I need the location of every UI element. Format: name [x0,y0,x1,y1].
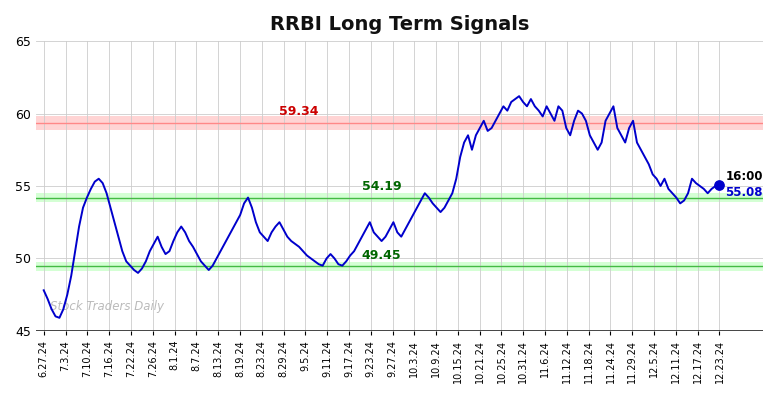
Bar [36,116,763,131]
Text: 55.08: 55.08 [725,186,763,199]
Text: 59.34: 59.34 [279,105,319,118]
Text: 49.45: 49.45 [361,249,401,262]
Title: RRBI Long Term Signals: RRBI Long Term Signals [270,15,529,34]
Text: 54.19: 54.19 [361,180,401,193]
Point [713,181,726,188]
Bar [36,193,763,202]
Text: Stock Traders Daily: Stock Traders Daily [50,300,165,314]
Text: 16:00: 16:00 [725,170,763,183]
Bar [36,262,763,271]
